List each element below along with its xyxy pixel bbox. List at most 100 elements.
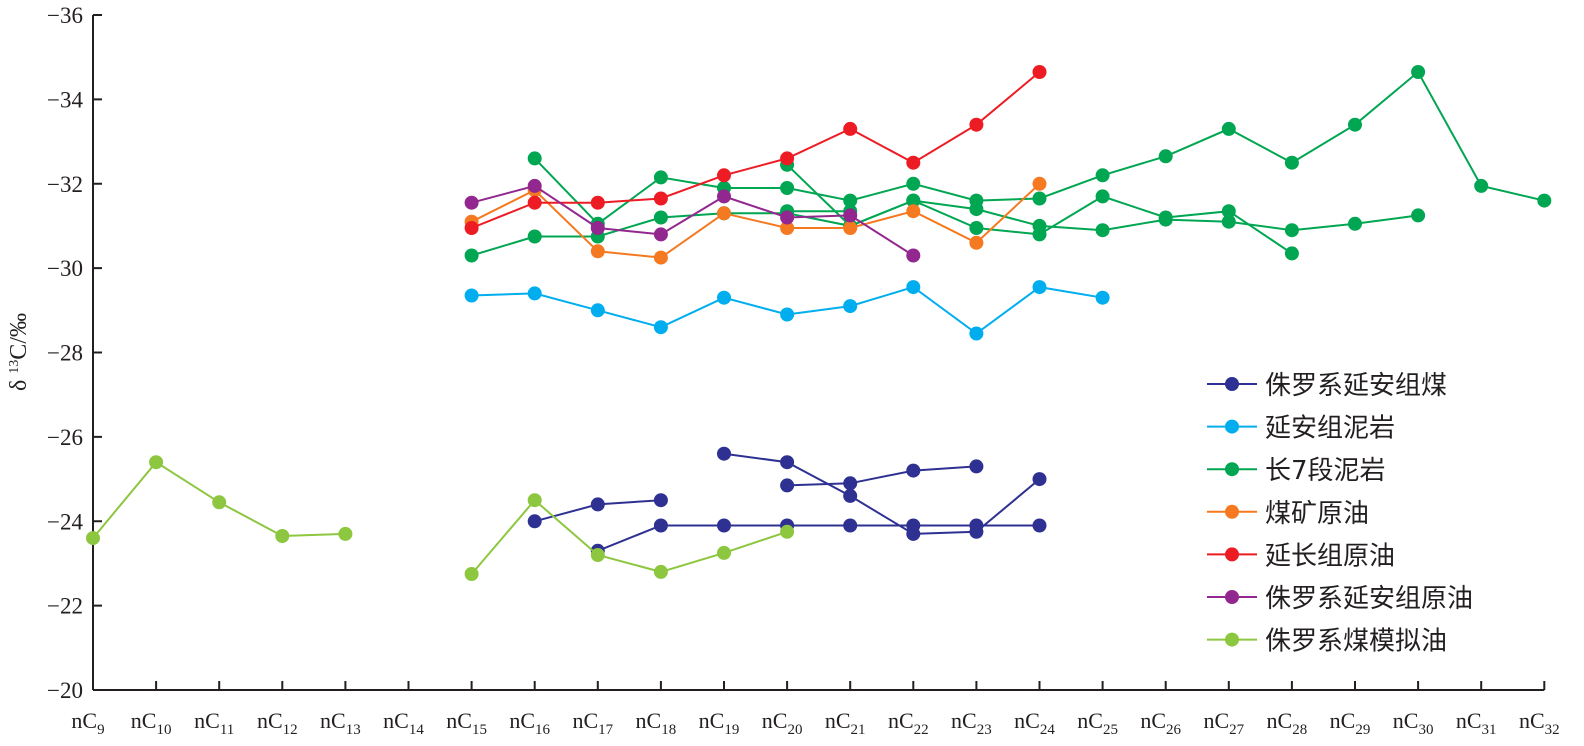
data-point xyxy=(1095,189,1110,204)
legend-swatch-marker xyxy=(1225,504,1239,519)
data-point xyxy=(338,526,353,541)
data-point xyxy=(906,155,921,170)
data-point xyxy=(1032,518,1047,533)
series-line xyxy=(597,524,1040,552)
legend-item: 煤矿原油 xyxy=(1207,499,1369,529)
x-tick-label: nC15 xyxy=(446,708,487,738)
data-point xyxy=(906,204,921,219)
y-tick-label: −34 xyxy=(47,87,83,112)
data-point xyxy=(717,290,731,305)
data-point xyxy=(843,221,858,235)
data-point xyxy=(717,446,731,461)
data-point xyxy=(590,195,605,210)
data-point xyxy=(527,493,542,508)
data-point xyxy=(780,210,795,225)
legend-label: 长7段泥岩 xyxy=(1265,456,1386,486)
data-point xyxy=(717,545,731,560)
data-point xyxy=(969,326,984,341)
y-axis-label: δ 13C/‰ xyxy=(6,313,32,391)
y-tick-label: −20 xyxy=(47,678,83,703)
data-point xyxy=(464,195,479,210)
data-point xyxy=(527,178,542,193)
data-point xyxy=(527,229,542,244)
data-point xyxy=(843,476,858,491)
y-tick-label: −28 xyxy=(47,341,83,366)
x-tick-label: nC26 xyxy=(1140,708,1181,738)
legend-swatch-marker xyxy=(1225,462,1239,477)
data-point xyxy=(906,463,921,478)
data-point xyxy=(590,497,605,512)
data-point xyxy=(1158,149,1173,164)
data-point xyxy=(1411,208,1426,223)
legend-swatch-marker xyxy=(1225,419,1239,434)
data-point xyxy=(780,221,795,235)
data-point xyxy=(1474,178,1489,193)
data-point xyxy=(1032,227,1047,242)
series-line xyxy=(471,183,1041,259)
data-point xyxy=(527,151,542,166)
data-point xyxy=(1032,176,1047,191)
series-layer xyxy=(86,65,1552,581)
data-point xyxy=(780,181,795,195)
data-point xyxy=(1032,280,1047,295)
legend-item: 侏罗系煤模拟油 xyxy=(1207,627,1447,657)
series-line xyxy=(470,498,788,575)
series-3 xyxy=(464,65,1552,263)
legend-swatch-marker xyxy=(1225,547,1239,562)
x-tick-label: nC27 xyxy=(1203,708,1244,738)
x-tick-label: nC9 xyxy=(71,708,104,738)
data-point xyxy=(1348,216,1362,231)
data-point xyxy=(464,567,479,581)
data-point xyxy=(780,307,795,322)
series-line xyxy=(787,465,977,487)
data-point xyxy=(653,518,668,533)
legend-label: 煤矿原油 xyxy=(1265,499,1369,529)
data-point xyxy=(653,170,668,185)
data-point xyxy=(843,208,858,223)
data-point xyxy=(1284,246,1299,261)
y-tick-label: −26 xyxy=(47,425,83,450)
x-tick-label: nC21 xyxy=(825,708,866,738)
x-tick-label: nC14 xyxy=(383,708,424,738)
legend: 侏罗系延安组煤延安组泥岩长7段泥岩煤矿原油延长组原油侏罗系延安组原油侏罗系煤模拟… xyxy=(1207,371,1473,657)
series-2 xyxy=(464,280,1110,341)
data-point xyxy=(653,250,668,265)
data-point xyxy=(1032,472,1047,487)
axes: −20 −22 −24 −26 −28 −30 −32 −34 −36 nC9 nC10 nC11 nC… xyxy=(47,3,1560,738)
legend-label: 延安组泥岩 xyxy=(1265,414,1395,444)
x-tick-label: nC24 xyxy=(1014,708,1055,738)
legend-item: 侏罗系延安组煤 xyxy=(1207,371,1447,401)
data-point xyxy=(1158,210,1173,225)
data-point xyxy=(969,524,984,539)
legend-item: 长7段泥岩 xyxy=(1207,456,1386,486)
legend-item: 延长组原油 xyxy=(1207,541,1395,571)
data-point xyxy=(906,248,921,263)
data-point xyxy=(653,227,668,242)
x-tick-label: nC31 xyxy=(1456,708,1497,738)
data-point xyxy=(780,478,795,493)
data-point xyxy=(1221,121,1236,136)
data-point xyxy=(843,488,858,503)
legend-swatch-marker xyxy=(1225,590,1239,604)
data-point xyxy=(717,206,731,221)
data-point xyxy=(275,529,290,543)
x-tick-label: nC12 xyxy=(257,708,298,738)
data-point xyxy=(653,320,668,335)
data-point xyxy=(527,195,542,210)
x-tick-label: nC25 xyxy=(1077,708,1118,738)
data-point xyxy=(212,495,227,510)
series-1 xyxy=(527,446,1047,558)
y-tick-label: −24 xyxy=(47,509,83,534)
x-tick-label: nC18 xyxy=(636,708,677,738)
series-line xyxy=(471,199,1419,257)
data-point xyxy=(969,235,984,250)
data-point xyxy=(780,151,795,166)
y-tick-label: −32 xyxy=(47,172,83,197)
legend-item: 侏罗系延安组原油 xyxy=(1207,584,1473,614)
x-tick-label: nC28 xyxy=(1267,708,1308,738)
data-point xyxy=(780,455,795,470)
data-point xyxy=(1411,65,1426,79)
data-point xyxy=(717,518,731,533)
series-7 xyxy=(86,455,795,581)
series-line xyxy=(723,452,1041,535)
